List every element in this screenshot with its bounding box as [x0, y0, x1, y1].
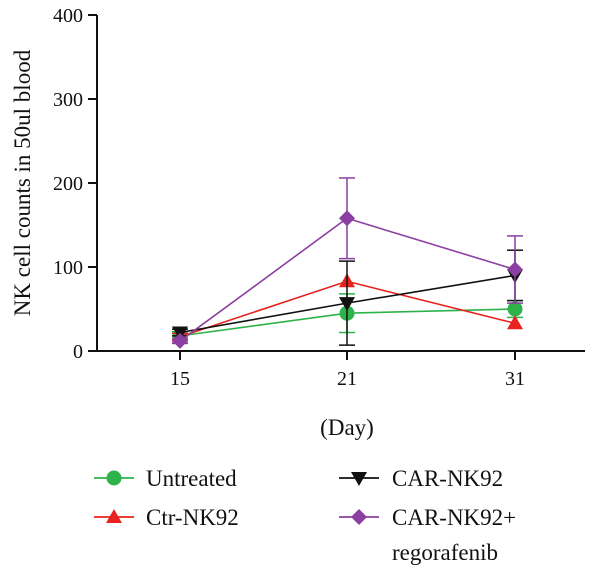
data-point [507, 301, 523, 317]
data-point [507, 315, 523, 330]
legend-item: Ctr-NK92 [94, 505, 239, 530]
y-tick-label: 0 [73, 341, 83, 363]
data-point [339, 210, 355, 227]
legend-label: Ctr-NK92 [146, 505, 239, 530]
y-tick-label: 300 [53, 89, 83, 111]
y-tick-label: 100 [53, 257, 83, 279]
legend-item: CAR-NK92 [339, 466, 503, 491]
legend-label: CAR-NK92 [392, 466, 503, 491]
data-point [339, 297, 355, 312]
data-point [172, 332, 188, 349]
x-tick-label: 15 [170, 368, 190, 390]
y-axis-label: NK cell counts in 50ul blood [10, 49, 35, 316]
data-point [507, 261, 523, 278]
legend-marker [351, 472, 367, 486]
legend-label: CAR-NK92+ [392, 505, 516, 530]
legend-item: CAR-NK92+ regorafenib [339, 505, 516, 565]
y-axis-ticks: 0 100 200 300 400 [53, 5, 97, 363]
legend-marker [106, 509, 122, 523]
y-tick-label: 200 [53, 173, 83, 195]
legend-marker [351, 509, 367, 525]
y-tick-label: 400 [53, 5, 83, 27]
legend-label: regorafenib [392, 540, 498, 565]
legend-item: Untreated [94, 466, 237, 491]
x-tick-label: 31 [505, 368, 525, 390]
series-layer [172, 177, 523, 349]
x-axis-ticks: 15 21 31 [170, 351, 525, 390]
series-3 [172, 249, 523, 346]
series-4 [172, 177, 523, 349]
legend-label: Untreated [146, 466, 237, 491]
legend: Untreated Ctr-NK92 CAR-NK92 CAR-NK92+ regora… [94, 466, 516, 565]
legend-marker [106, 470, 122, 486]
x-axis-label: (Day) [320, 415, 374, 440]
x-tick-label: 21 [337, 368, 357, 390]
